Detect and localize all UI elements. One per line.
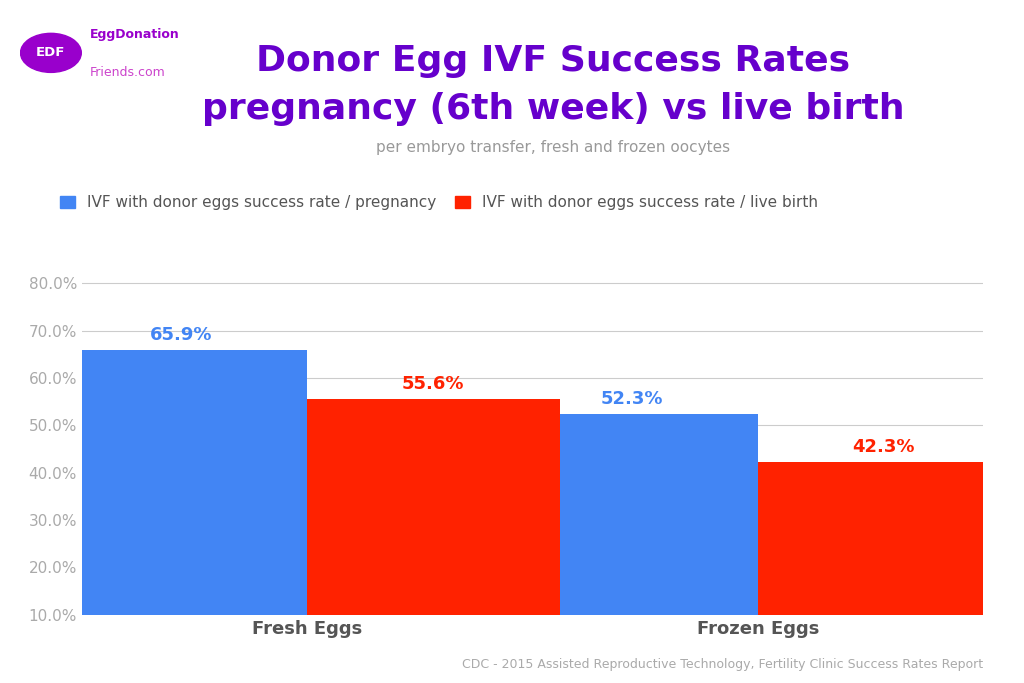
Bar	[506, 415, 758, 615]
Bar	[758, 462, 1010, 615]
Text: 52.3%: 52.3%	[600, 390, 663, 408]
Text: EDF: EDF	[36, 46, 66, 59]
Bar	[307, 399, 559, 615]
Text: pregnancy (6th week) vs live birth: pregnancy (6th week) vs live birth	[202, 92, 904, 126]
Text: per embryo transfer, fresh and frozen oocytes: per embryo transfer, fresh and frozen oo…	[376, 140, 730, 155]
Text: EggDonation: EggDonation	[90, 28, 179, 41]
Text: 65.9%: 65.9%	[150, 326, 212, 344]
Bar	[55, 350, 307, 615]
Text: Donor Egg IVF Success Rates: Donor Egg IVF Success Rates	[256, 44, 850, 79]
Circle shape	[20, 33, 81, 72]
Text: CDC - 2015 Assisted Reproductive Technology, Fertility Clinic Success Rates Repo: CDC - 2015 Assisted Reproductive Technol…	[462, 658, 983, 671]
Text: Friends.com: Friends.com	[90, 66, 165, 79]
Text: 55.6%: 55.6%	[402, 374, 465, 393]
Text: 42.3%: 42.3%	[853, 438, 915, 456]
Legend: IVF with donor eggs success rate / pregnancy, IVF with donor eggs success rate /: IVF with donor eggs success rate / pregn…	[53, 189, 824, 217]
